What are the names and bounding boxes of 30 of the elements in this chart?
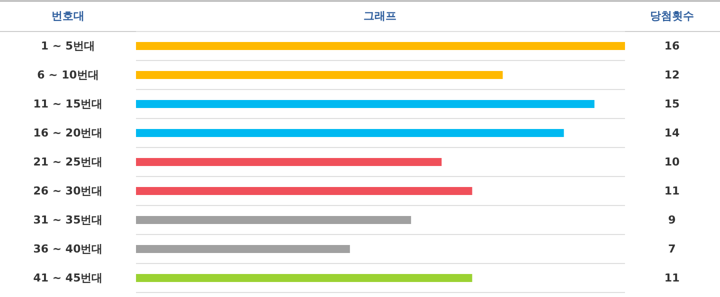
chart-title: 그래프 <box>364 10 396 22</box>
y-tick-label: 6 ~ 10번대 <box>37 68 99 82</box>
y-tick-label: 41 ~ 45번대 <box>33 272 103 284</box>
y-axis-title: 번호대 <box>52 10 84 22</box>
y-tick-label: 26 ~ 30번대 <box>33 184 103 198</box>
data-label: 11 <box>664 272 680 284</box>
data-label: 14 <box>664 126 680 140</box>
bar <box>136 187 472 195</box>
y-tick-label: 21 ~ 25번대 <box>33 156 103 168</box>
data-label: 11 <box>664 184 680 198</box>
y-tick-label: 11 ~ 15번대 <box>33 98 103 110</box>
data-label: 16 <box>664 40 680 52</box>
data-label: 12 <box>664 68 680 82</box>
bar <box>136 100 594 108</box>
data-label: 10 <box>664 156 680 168</box>
y-tick-label: 31 ~ 35번대 <box>33 214 103 226</box>
y-tick-label: 1 ~ 5번대 <box>40 40 96 52</box>
y-tick-label: 16 ~ 20번대 <box>33 126 103 140</box>
data-label: 7 <box>668 242 676 256</box>
bar <box>136 129 564 137</box>
bar <box>136 245 350 253</box>
bar <box>136 42 625 50</box>
bar <box>136 274 472 282</box>
y-tick-label: 36 ~ 40번대 <box>33 242 103 256</box>
bar <box>136 71 503 79</box>
y2-axis-title: 당첨횟수 <box>650 10 694 22</box>
data-label: 15 <box>664 98 680 110</box>
data-label: 9 <box>668 214 676 226</box>
bar <box>136 216 412 224</box>
bar <box>136 158 442 166</box>
